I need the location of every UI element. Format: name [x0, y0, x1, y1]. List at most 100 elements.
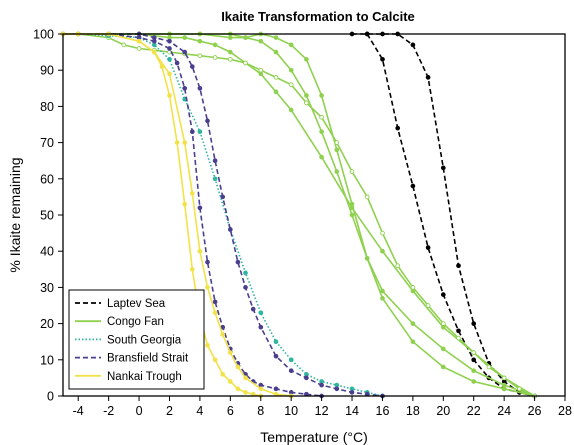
data-point: [235, 364, 241, 370]
data-point: [288, 42, 294, 48]
x-tick-label: 20: [436, 404, 450, 418]
data-point: [227, 379, 233, 384]
data-point: [288, 368, 294, 374]
data-point: [288, 107, 294, 113]
x-axis-title: Temperature (°C): [260, 429, 368, 445]
data-point: [471, 368, 477, 374]
data-point: [220, 332, 226, 337]
data-point: [167, 56, 172, 62]
data-point: [258, 382, 264, 388]
data-point: [456, 335, 461, 341]
series-line: [63, 33, 383, 397]
data-point: [167, 38, 172, 44]
x-tick-label: 6: [227, 404, 234, 418]
data-point: [227, 49, 233, 55]
data-point: [182, 85, 188, 91]
data-point: [258, 324, 264, 330]
data-point: [258, 38, 264, 44]
data-point: [273, 89, 279, 95]
data-point: [151, 42, 157, 48]
data-point: [364, 256, 370, 261]
data-point: [189, 190, 195, 196]
data-point: [334, 382, 340, 388]
data-point: [349, 169, 355, 174]
data-point: [227, 350, 233, 355]
legend-label: Congo Fan: [107, 316, 164, 328]
y-tick-label: 10: [40, 353, 54, 367]
y-tick-label: 70: [40, 136, 54, 150]
data-point: [205, 342, 210, 348]
data-point: [167, 93, 172, 98]
data-point: [440, 321, 446, 326]
data-point: [212, 357, 218, 363]
data-point: [212, 176, 218, 182]
y-axis-title: % Ikaite remaining: [7, 157, 23, 272]
x-tick-label: 2: [166, 404, 173, 418]
y-tick-label: 60: [40, 172, 54, 186]
y-tick-label: 50: [40, 209, 54, 223]
data-point: [174, 140, 180, 145]
data-point: [121, 42, 127, 48]
data-point: [304, 56, 309, 62]
data-point: [395, 125, 401, 131]
data-point: [243, 60, 248, 66]
series-layer: [60, 31, 537, 399]
data-point: [380, 230, 385, 236]
data-point: [410, 321, 416, 326]
series-south-georgia-6: [60, 31, 385, 399]
data-point: [304, 93, 309, 98]
data-point: [243, 375, 248, 381]
data-point: [349, 212, 355, 218]
series-line: [352, 33, 535, 397]
data-point: [258, 310, 264, 316]
legend-label: South Georgia: [107, 334, 182, 346]
data-point: [288, 82, 294, 88]
x-tick-label: 28: [558, 404, 572, 418]
data-point: [212, 42, 218, 48]
data-point: [380, 295, 385, 301]
data-point: [189, 64, 195, 69]
data-point: [151, 49, 157, 55]
data-point: [380, 288, 385, 294]
data-point: [273, 339, 279, 345]
data-point: [456, 328, 461, 334]
data-point: [486, 364, 492, 370]
data-point: [197, 129, 203, 135]
data-point: [227, 35, 233, 40]
data-point: [380, 248, 385, 254]
data-point: [440, 346, 446, 352]
data-point: [212, 158, 218, 164]
series-nankai-trough-10: [60, 31, 294, 399]
legend-label: Laptev Sea: [107, 298, 166, 310]
data-point: [319, 154, 324, 160]
data-point: [364, 194, 370, 200]
data-point: [410, 339, 416, 345]
data-point: [471, 350, 477, 355]
legend-box: [68, 289, 205, 390]
data-point: [151, 35, 157, 40]
data-point: [501, 375, 507, 381]
data-point: [243, 35, 248, 40]
axes: -4 -2 0 2 4 6 8 10 12 14 16 18 20 22 24 26 2801020304050…: [33, 28, 572, 419]
data-point: [167, 46, 172, 51]
series-laptev-sea-1: [349, 31, 537, 399]
data-point: [319, 93, 324, 98]
data-point: [189, 266, 195, 272]
series-bransfield-strait-8: [60, 31, 385, 399]
data-point: [425, 245, 431, 250]
data-point: [243, 390, 248, 395]
data-point: [425, 75, 431, 80]
data-point: [380, 56, 385, 62]
data-point: [349, 390, 355, 395]
x-tick-label: 0: [136, 404, 143, 418]
x-tick-label: 14: [345, 404, 359, 418]
data-point: [501, 382, 507, 388]
data-point: [197, 205, 203, 211]
data-point: [304, 100, 309, 106]
data-point: [395, 263, 401, 269]
data-point: [220, 371, 226, 377]
data-point: [273, 353, 279, 359]
data-point: [136, 38, 142, 44]
data-point: [235, 259, 241, 265]
